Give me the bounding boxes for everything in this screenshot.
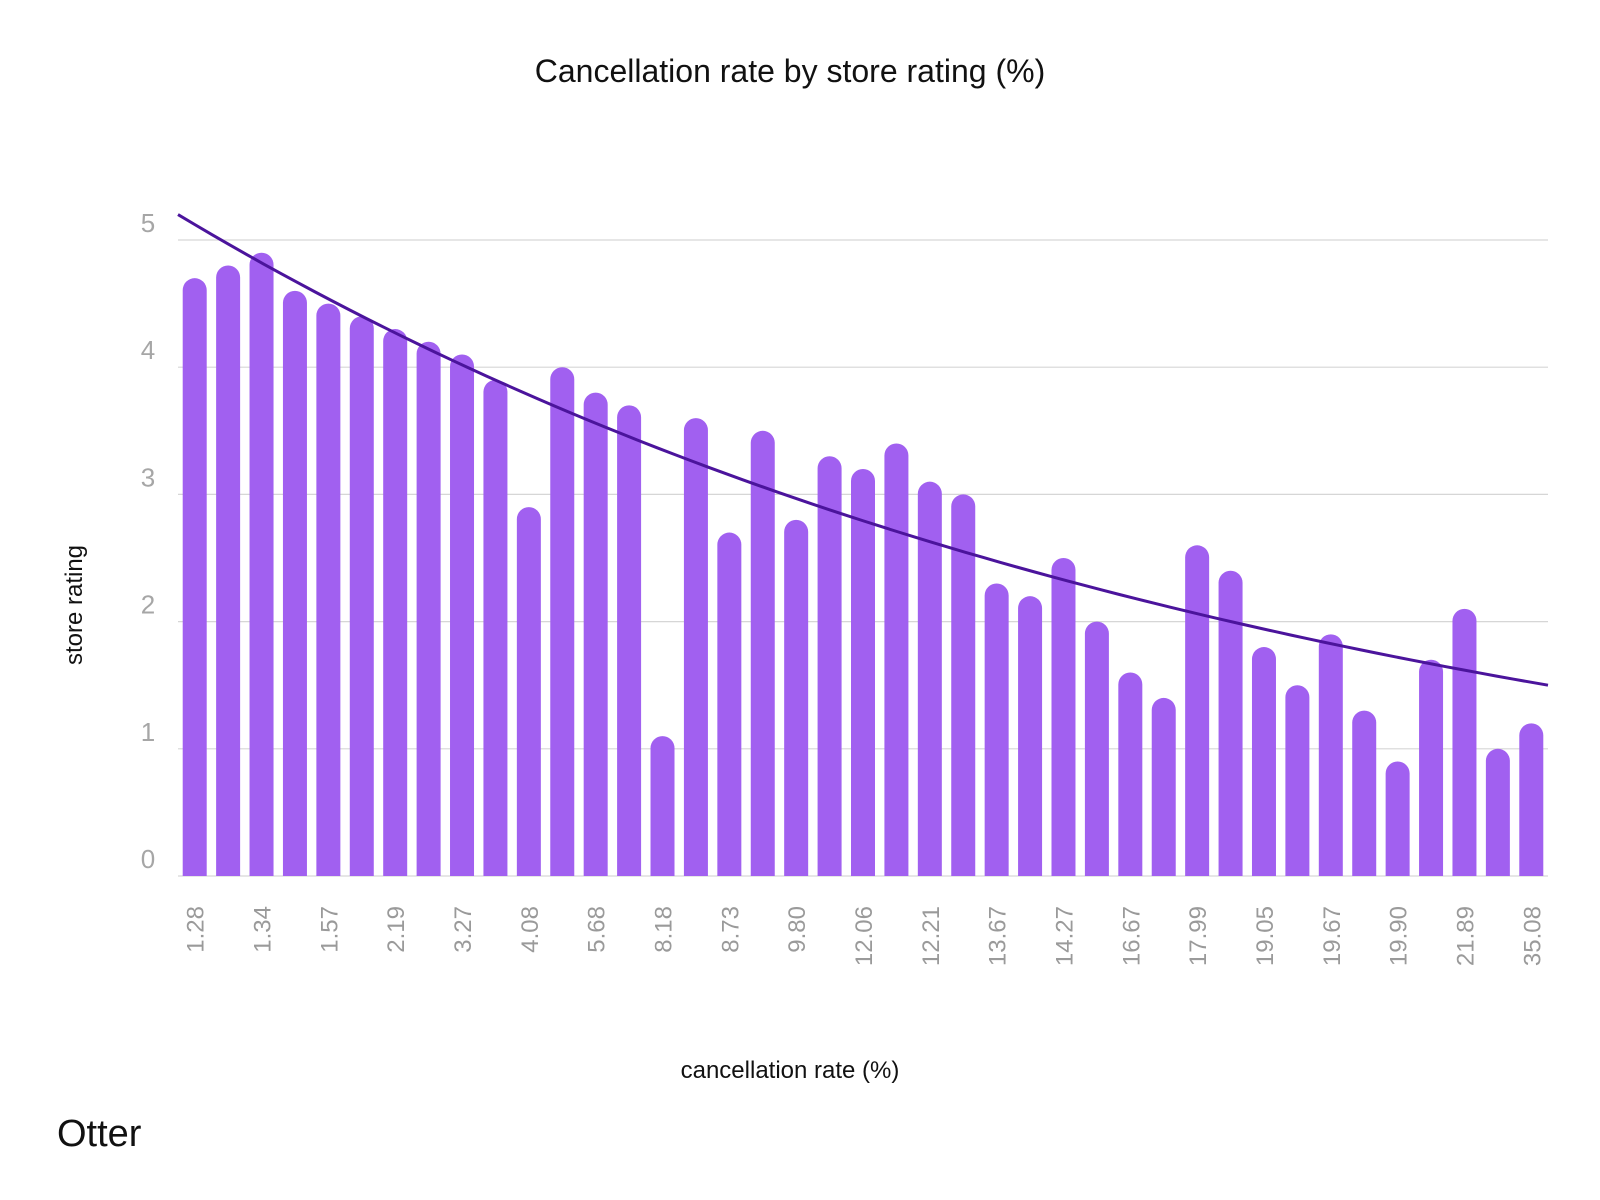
x-tick-label: 21.89 xyxy=(1452,906,1479,966)
bar xyxy=(216,265,241,876)
y-tick-label: 3 xyxy=(141,462,155,492)
bar xyxy=(1419,659,1444,876)
x-axis-ticks: 1.28 1.34 1.57 2.19 3.27 4.08 5.68 8.18 8.73 9.80… xyxy=(183,906,1547,966)
y-axis-ticks: 0 1 2 3 4 5 xyxy=(141,208,155,874)
bar xyxy=(984,583,1009,876)
bar xyxy=(583,392,608,876)
bar xyxy=(1151,697,1176,876)
bar xyxy=(951,494,976,876)
bar xyxy=(383,329,408,876)
bar xyxy=(516,507,541,876)
x-tick-label: 19.90 xyxy=(1386,906,1413,966)
bars xyxy=(182,252,1544,877)
x-tick-label: 19.05 xyxy=(1252,906,1279,966)
bar xyxy=(617,405,642,876)
x-tick-label: 2.19 xyxy=(383,906,410,953)
x-tick-label: 9.80 xyxy=(784,906,811,953)
bar xyxy=(917,481,942,876)
bar xyxy=(282,290,307,876)
bar xyxy=(1251,647,1276,876)
x-tick-label: 3.27 xyxy=(450,906,477,953)
otter-logo: Otter xyxy=(57,1113,142,1155)
bar xyxy=(1084,621,1109,876)
bar xyxy=(650,736,675,876)
x-tick-label: 12.06 xyxy=(851,906,878,966)
bar xyxy=(1352,710,1377,876)
bar xyxy=(717,532,742,876)
bar xyxy=(1185,545,1210,876)
bar xyxy=(416,341,441,876)
x-tick-label: 4.08 xyxy=(517,906,544,953)
bar xyxy=(249,252,274,876)
x-tick-label: 1.34 xyxy=(250,906,277,953)
bar xyxy=(1018,596,1043,876)
bar xyxy=(1318,634,1343,876)
x-tick-label: 12.21 xyxy=(918,906,945,966)
x-tick-label: 17.99 xyxy=(1185,906,1212,966)
bar xyxy=(884,443,909,876)
bar xyxy=(316,303,341,877)
y-tick-label: 5 xyxy=(141,208,155,238)
bar xyxy=(1218,570,1243,876)
bar xyxy=(483,379,508,876)
x-axis-title: cancellation rate (%) xyxy=(681,1057,900,1084)
bar xyxy=(182,278,207,876)
bar xyxy=(750,430,775,876)
x-tick-label: 1.57 xyxy=(316,906,343,953)
bar xyxy=(1118,672,1143,876)
x-tick-label: 35.08 xyxy=(1519,906,1546,966)
x-tick-label: 19.67 xyxy=(1319,906,1346,966)
y-tick-label: 4 xyxy=(141,335,155,365)
x-tick-label: 8.73 xyxy=(717,906,744,953)
chart-title: Cancellation rate by store rating (%) xyxy=(535,53,1045,89)
bar xyxy=(450,354,475,877)
bar xyxy=(349,316,374,876)
x-tick-label: 13.67 xyxy=(985,906,1012,966)
bar xyxy=(1051,558,1076,876)
bar xyxy=(784,519,809,876)
x-tick-label: 14.27 xyxy=(1051,906,1078,966)
x-tick-label: 1.28 xyxy=(183,906,210,953)
bar xyxy=(1519,723,1544,876)
x-tick-label: 16.67 xyxy=(1118,906,1145,966)
y-tick-label: 2 xyxy=(141,590,155,620)
bar xyxy=(1385,761,1410,876)
y-axis-title: store rating xyxy=(61,545,88,665)
bar xyxy=(817,456,842,876)
bar xyxy=(1285,685,1310,876)
bar xyxy=(1452,608,1477,876)
y-tick-label: 0 xyxy=(141,844,155,874)
bar xyxy=(1485,748,1510,876)
x-tick-label: 8.18 xyxy=(651,906,678,953)
trendline xyxy=(177,213,1549,687)
bar xyxy=(683,418,708,876)
bar xyxy=(851,468,875,876)
bar xyxy=(550,367,575,876)
x-tick-label: 5.68 xyxy=(584,906,611,953)
y-tick-label: 1 xyxy=(141,717,155,747)
